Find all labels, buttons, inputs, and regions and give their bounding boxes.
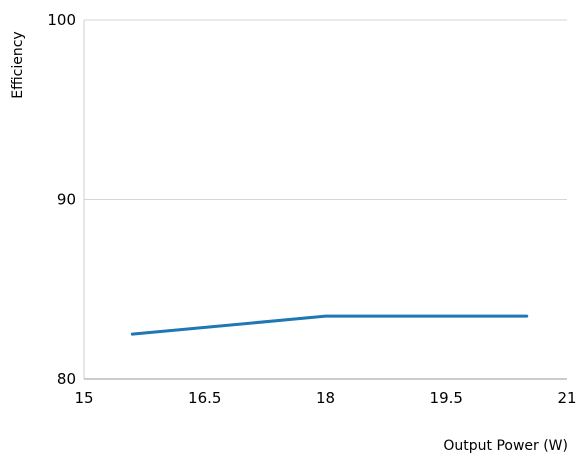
y-tick-label: 100	[47, 11, 76, 29]
x-tick-label: 15	[74, 389, 93, 407]
y-axis-title: Efficiency	[10, 31, 26, 98]
tick-labels: 80 90 100 15 16.5 18 19.5 21	[47, 11, 576, 407]
x-tick-label: 18	[316, 389, 335, 407]
series-line-0	[130, 314, 529, 336]
x-tick-label: 21	[557, 389, 576, 407]
x-axis-title: Output Power (W)	[443, 438, 568, 454]
x-tick-label: 16.5	[188, 389, 221, 407]
series-group	[130, 314, 529, 336]
gridlines	[84, 19, 567, 200]
y-tick-label: 90	[57, 191, 76, 209]
x-tick-label: 19.5	[430, 389, 463, 407]
axes	[83, 20, 567, 380]
y-tick-label: 80	[57, 370, 76, 388]
